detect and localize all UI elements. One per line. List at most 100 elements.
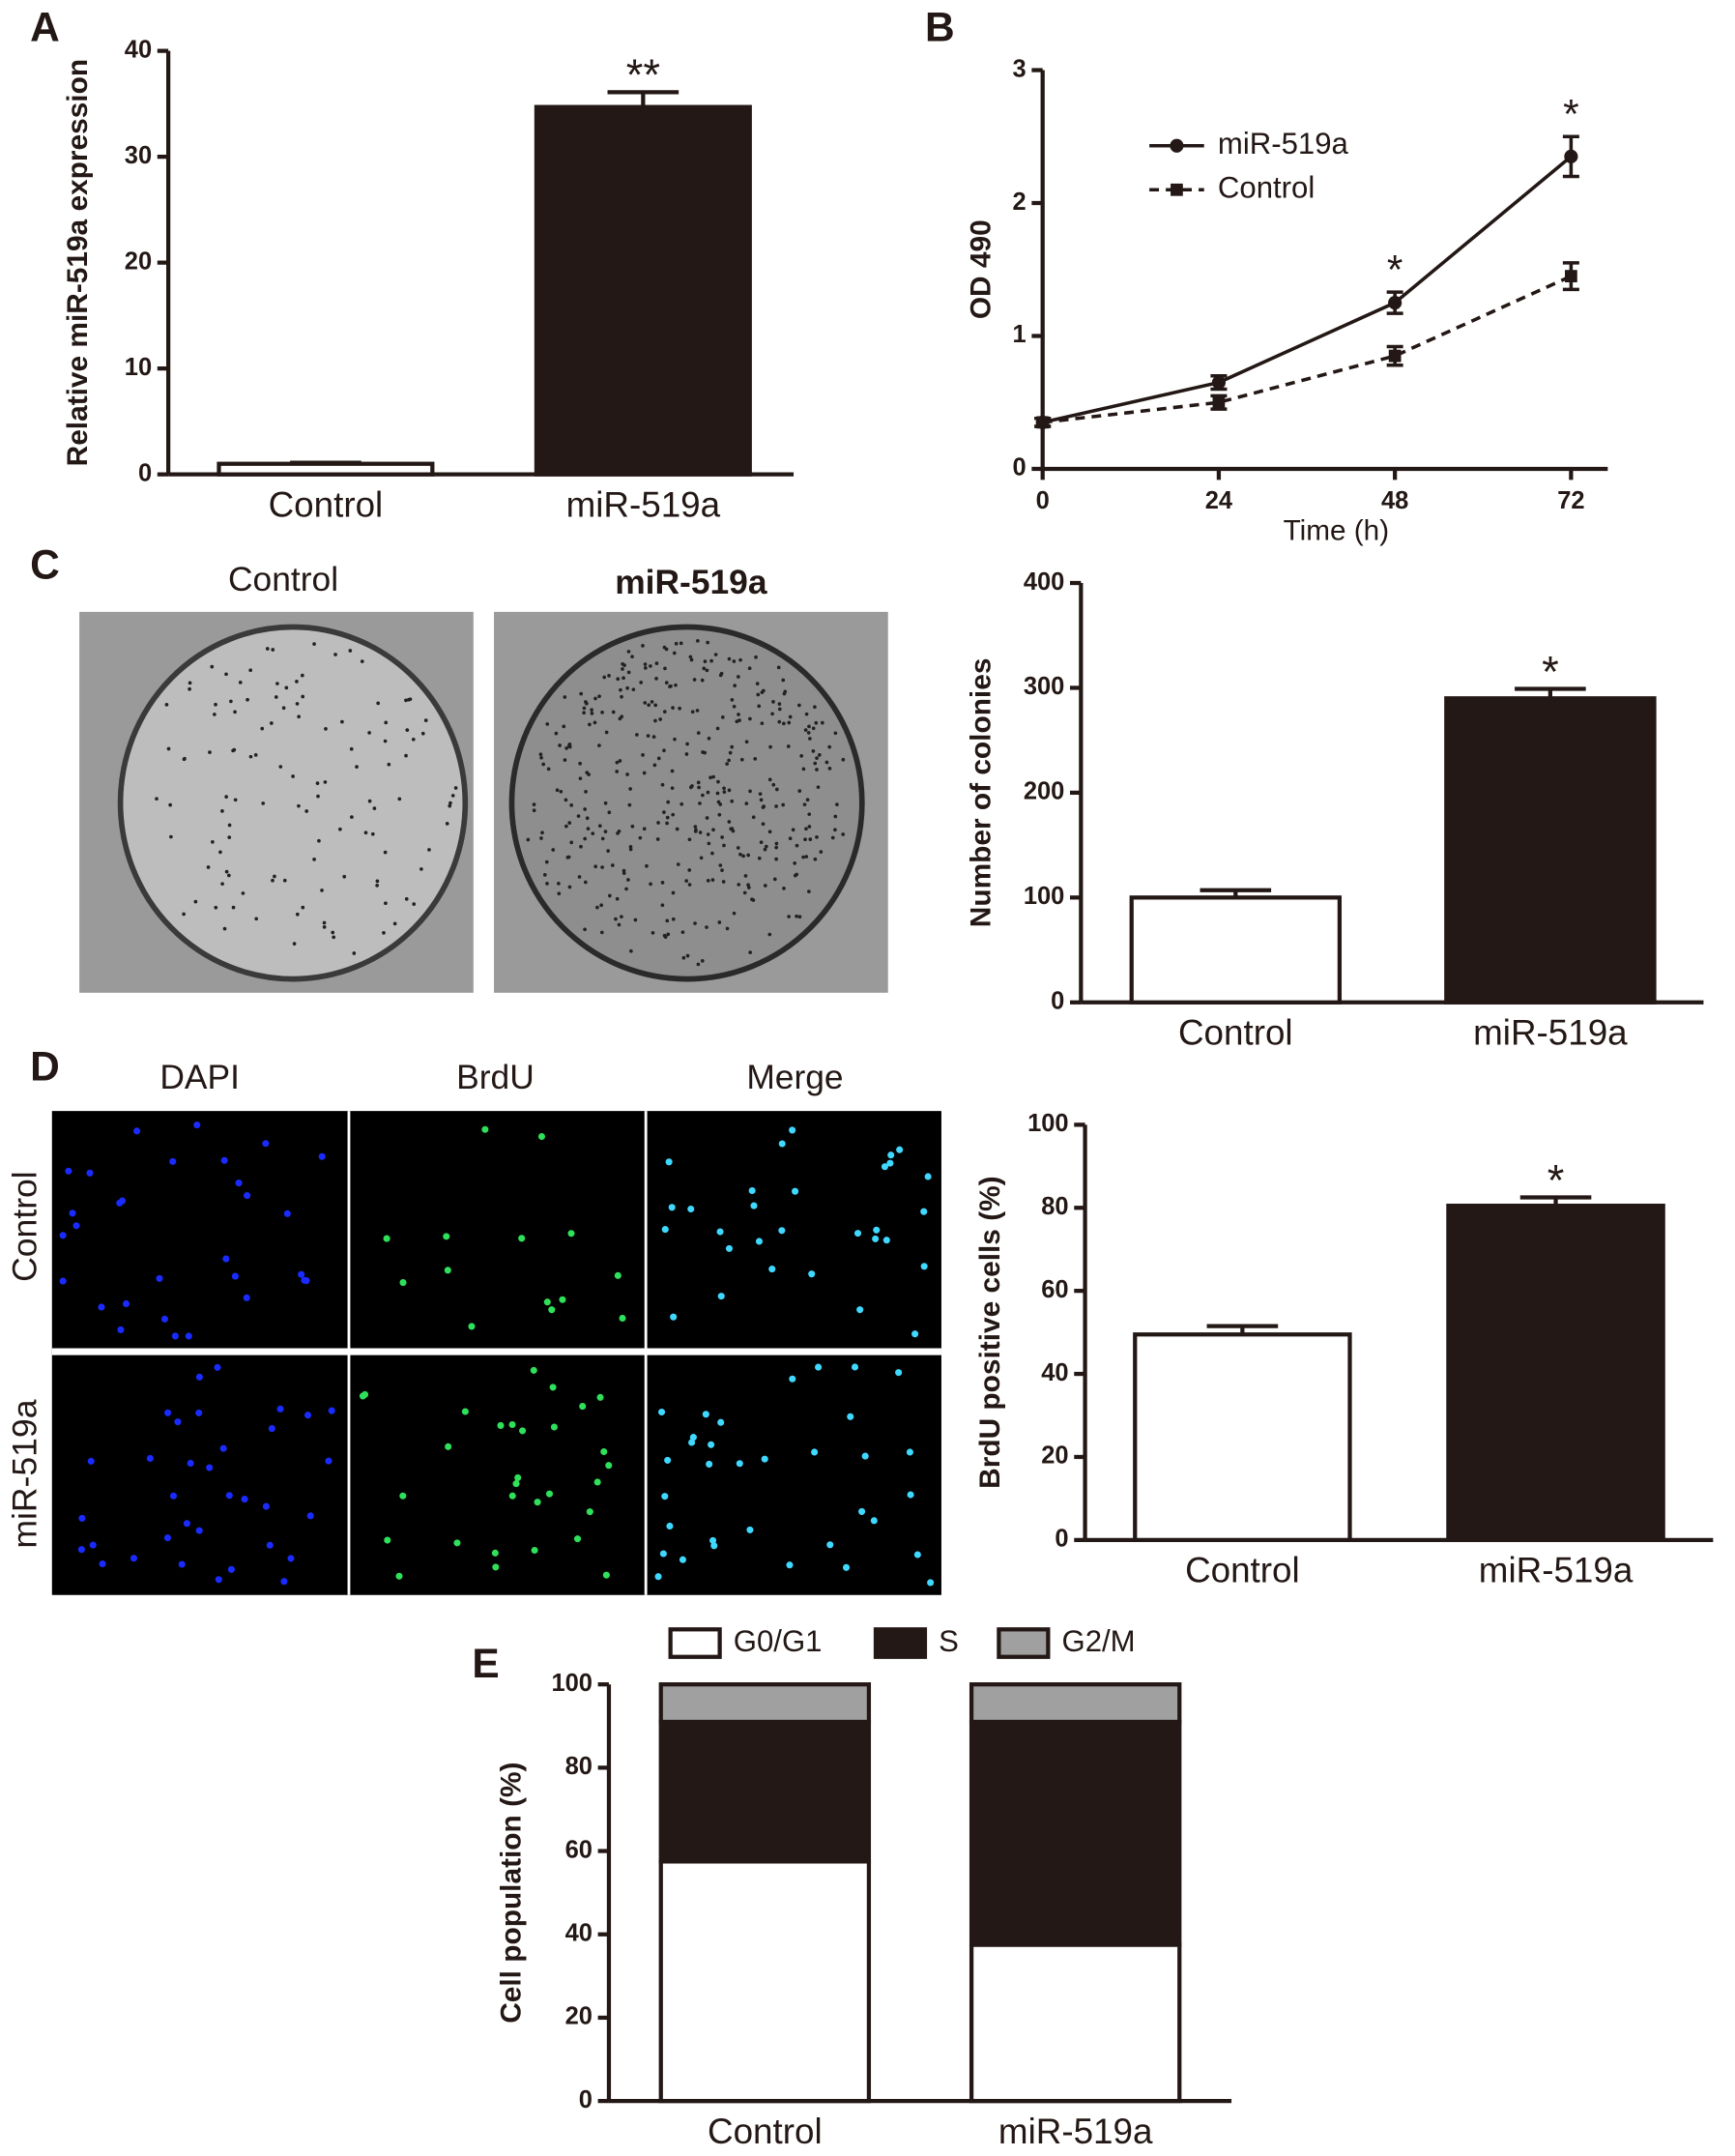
colony-dot bbox=[727, 656, 732, 661]
colony-dot bbox=[372, 806, 377, 811]
colony-dot bbox=[698, 830, 703, 834]
colony-dot bbox=[813, 705, 817, 710]
image-label: Merge bbox=[746, 1058, 843, 1096]
cell-dot bbox=[593, 1478, 601, 1486]
colony-dot bbox=[633, 918, 638, 922]
colony-dot bbox=[622, 871, 626, 875]
cell-dot bbox=[146, 1454, 154, 1463]
colony-dot bbox=[544, 859, 549, 864]
colony-dot bbox=[697, 785, 701, 790]
x-tick-label: Control bbox=[269, 484, 384, 524]
colony-dot bbox=[578, 761, 582, 766]
y-tick-label: 20 bbox=[125, 248, 152, 275]
colony-dot bbox=[300, 673, 304, 678]
colony-dot bbox=[651, 735, 656, 739]
colony-dot bbox=[248, 754, 253, 759]
cell-dot bbox=[87, 1457, 95, 1465]
y-tick-label: 200 bbox=[1024, 778, 1065, 805]
colony-dot bbox=[802, 802, 807, 807]
colony-dot bbox=[649, 882, 652, 887]
image-label: Control bbox=[228, 560, 338, 598]
colony-dot bbox=[567, 743, 571, 748]
colony-dot bbox=[689, 785, 693, 790]
y-axis-label: BrdU positive cells (%) bbox=[974, 1176, 1006, 1488]
colony-dot bbox=[711, 774, 715, 779]
colony-dot bbox=[626, 650, 631, 654]
colony-dot bbox=[670, 769, 675, 773]
colony-dot bbox=[703, 750, 707, 755]
colony-dot bbox=[322, 920, 327, 925]
cell-dot bbox=[227, 1565, 235, 1573]
colony-dot bbox=[706, 832, 710, 836]
cell-dot bbox=[534, 1499, 541, 1506]
colony-dot bbox=[229, 699, 233, 704]
colony-dot bbox=[699, 856, 704, 860]
colony-dot bbox=[693, 825, 698, 829]
x-tick-label: 48 bbox=[1381, 487, 1408, 514]
colony-dot bbox=[585, 816, 590, 821]
colony-dot bbox=[292, 942, 297, 946]
cell-dot bbox=[461, 1408, 469, 1415]
colony-dot bbox=[600, 710, 604, 714]
cell-dot bbox=[72, 1222, 80, 1230]
cell-dot bbox=[183, 1520, 190, 1528]
cell-dot bbox=[778, 1140, 786, 1148]
colony-dot bbox=[660, 903, 665, 908]
colony-dot bbox=[384, 901, 388, 906]
legend-swatch bbox=[873, 1627, 928, 1659]
cell-dot bbox=[185, 1332, 192, 1340]
colony-dot bbox=[695, 709, 700, 713]
bar-segment bbox=[969, 1942, 1182, 2104]
cell-dot bbox=[659, 1550, 667, 1558]
colony-dot bbox=[671, 917, 676, 921]
cell-dot bbox=[195, 1373, 203, 1381]
colony-dot bbox=[617, 922, 622, 927]
colony-dot bbox=[771, 700, 775, 704]
colony-dot bbox=[284, 685, 289, 690]
y-axis-label: Relative miR-519a expression bbox=[62, 59, 94, 466]
cell-dot bbox=[761, 1455, 768, 1463]
cell-dot bbox=[716, 1228, 724, 1236]
colony-dot bbox=[736, 675, 740, 679]
cell-dot bbox=[579, 1403, 587, 1411]
colony-dot bbox=[742, 890, 747, 895]
cell-dot bbox=[786, 1561, 794, 1569]
colony-dot bbox=[271, 648, 275, 652]
colony-dot bbox=[566, 855, 571, 859]
colony-dot bbox=[759, 840, 764, 845]
image-label: miR-519a bbox=[6, 1399, 44, 1548]
cell-dot bbox=[280, 1578, 288, 1586]
colony-dot bbox=[642, 827, 647, 831]
colony-dot bbox=[717, 920, 722, 924]
colony-dot bbox=[642, 771, 647, 775]
panel-letter: A bbox=[30, 4, 60, 50]
colony-dot bbox=[349, 746, 354, 751]
colony-dot bbox=[718, 673, 723, 678]
colony-dot bbox=[629, 948, 633, 953]
cell-dot bbox=[193, 1122, 201, 1129]
y-tick-label: 100 bbox=[1024, 883, 1065, 910]
point bbox=[1388, 349, 1402, 363]
x-tick-label: Control bbox=[708, 2112, 823, 2151]
series-line bbox=[1042, 275, 1573, 424]
cell-dot bbox=[881, 1163, 888, 1171]
cell-dot bbox=[215, 1576, 222, 1584]
cell-dot bbox=[856, 1306, 864, 1314]
colony-dot bbox=[817, 753, 822, 757]
colony-dot bbox=[241, 891, 246, 895]
cell-dot bbox=[283, 1209, 291, 1217]
colony-dot bbox=[833, 731, 838, 736]
colony-dot bbox=[647, 703, 651, 708]
x-tick-label: miR-519a bbox=[1473, 1013, 1628, 1053]
colony-dot bbox=[692, 678, 697, 682]
colony-dot bbox=[741, 854, 745, 859]
cell-dot bbox=[808, 1270, 816, 1278]
cell-dot bbox=[847, 1413, 854, 1420]
colony-dot bbox=[600, 836, 605, 841]
colony-dot bbox=[725, 926, 730, 931]
colony-dot bbox=[579, 691, 584, 696]
cell-dot bbox=[858, 1507, 866, 1515]
cell-dot bbox=[384, 1536, 391, 1544]
colony-dot bbox=[777, 707, 782, 712]
colony-dot bbox=[795, 872, 799, 877]
